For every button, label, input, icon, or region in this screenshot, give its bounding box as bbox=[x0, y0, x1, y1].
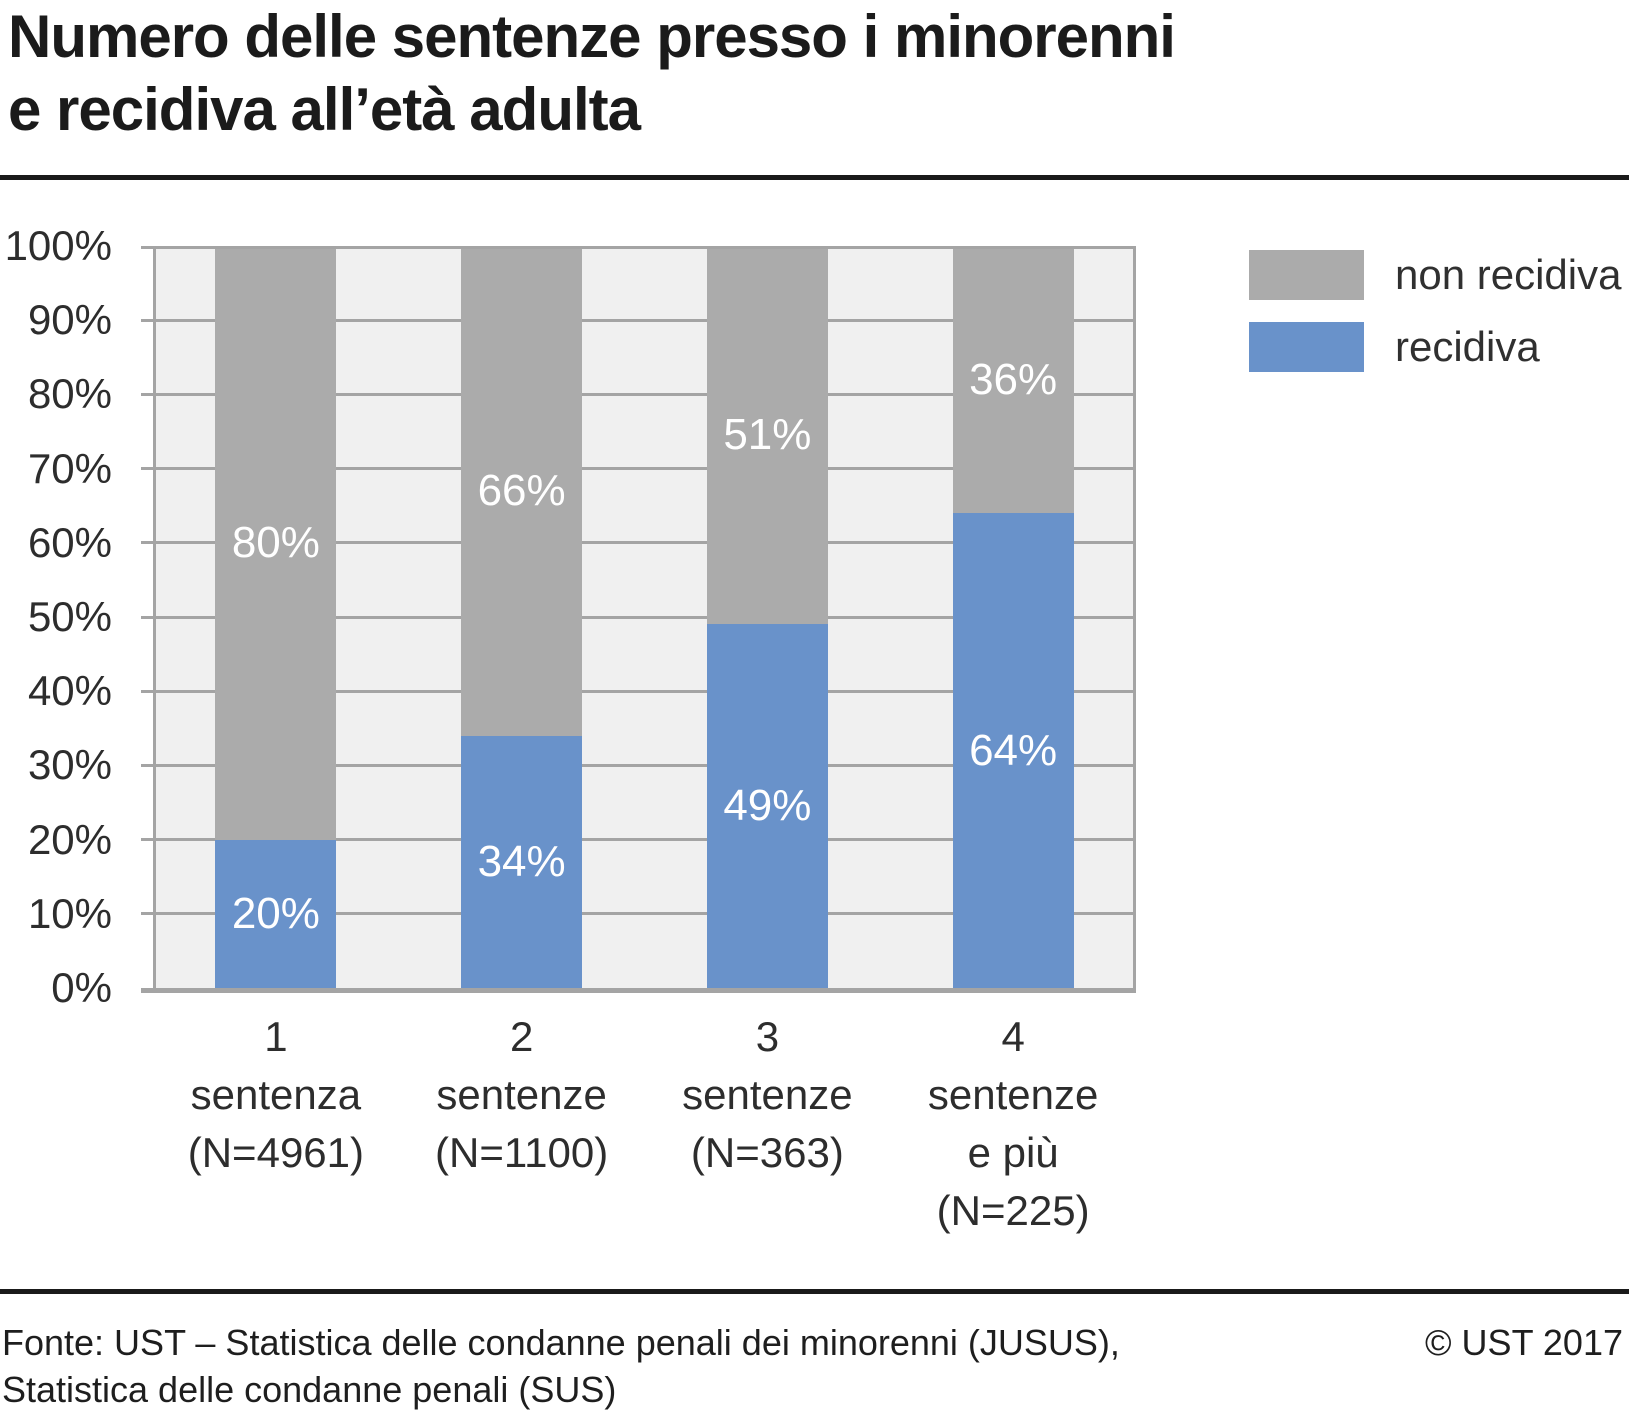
title-divider bbox=[0, 175, 1629, 180]
y-tick-label: 80% bbox=[27, 370, 112, 418]
y-tick-label: 40% bbox=[27, 667, 112, 715]
page-title: Numero delle sentenze presso i minorenni… bbox=[8, 3, 1176, 143]
legend-item-recidiva: recidiva bbox=[1249, 322, 1540, 372]
gridline-100 bbox=[153, 246, 1136, 249]
bar-value-label: 20% bbox=[231, 888, 320, 938]
y-axis-tick bbox=[141, 838, 153, 842]
bar-segment-recidiva: 64% bbox=[952, 513, 1074, 988]
bar-group-1: 80% 20% bbox=[215, 246, 337, 988]
gridline-70 bbox=[153, 467, 1136, 471]
y-axis-tick bbox=[141, 467, 153, 471]
x-category-label: 3 sentenze (N=363) bbox=[682, 1013, 853, 1176]
bar-segment-non-recidiva: 80% bbox=[215, 246, 337, 840]
y-tick-label: 60% bbox=[27, 518, 112, 566]
bar-group-3: 51% 49% bbox=[706, 246, 828, 988]
legend-label: non recidiva bbox=[1395, 251, 1622, 298]
bar-value-label: 51% bbox=[723, 410, 812, 460]
source-note: Fonte: UST – Statistica delle condanne p… bbox=[2, 1322, 1120, 1410]
y-tick-label: 100% bbox=[4, 222, 112, 269]
legend-swatch bbox=[1249, 322, 1364, 372]
gridline-80 bbox=[153, 392, 1136, 396]
y-tick-label: 50% bbox=[27, 593, 112, 640]
y-axis-tick bbox=[141, 689, 153, 693]
x-category-label: 1 sentenza (N=4961) bbox=[187, 1013, 364, 1176]
footer-divider bbox=[0, 1289, 1629, 1294]
bar-segment-non-recidiva: 36% bbox=[952, 246, 1074, 514]
legend-item-non-recidiva: non recidiva bbox=[1249, 250, 1621, 300]
bar-value-label: 34% bbox=[477, 836, 566, 886]
bar-segment-recidiva: 49% bbox=[706, 624, 828, 988]
y-tick-label: 30% bbox=[27, 741, 112, 789]
y-axis-tick bbox=[141, 763, 153, 767]
gridline-50 bbox=[153, 615, 1136, 619]
gridline-10 bbox=[153, 912, 1136, 916]
y-axis-tick bbox=[141, 318, 153, 322]
bar-group-2: 66% 34% bbox=[461, 246, 583, 988]
bar-value-label: 64% bbox=[969, 725, 1058, 775]
gridline-60 bbox=[153, 541, 1136, 545]
y-tick-label: 90% bbox=[27, 296, 112, 344]
gridline-20 bbox=[153, 838, 1136, 842]
bar-segment-recidiva: 34% bbox=[461, 735, 583, 988]
legend-label: recidiva bbox=[1395, 323, 1540, 370]
bar-value-label: 49% bbox=[723, 781, 812, 831]
gridline-90 bbox=[153, 318, 1136, 322]
y-tick-label: 20% bbox=[27, 815, 112, 863]
x-category-label: 4 sentenze e più (N=225) bbox=[927, 1013, 1099, 1234]
y-axis-tick bbox=[141, 541, 153, 545]
gridline-30 bbox=[153, 763, 1136, 767]
bar-value-label: 66% bbox=[477, 465, 566, 515]
y-axis-tick bbox=[141, 392, 153, 396]
bar-segment-non-recidiva: 51% bbox=[706, 246, 828, 625]
x-axis-line bbox=[141, 988, 1136, 993]
y-tick-label: 10% bbox=[27, 889, 112, 937]
copyright-note: © UST 2017 bbox=[1425, 1322, 1623, 1363]
y-tick-label: 0% bbox=[51, 964, 112, 1011]
gridline-40 bbox=[153, 689, 1136, 693]
bar-segment-recidiva: 20% bbox=[215, 839, 337, 988]
bar-value-label: 36% bbox=[969, 354, 1058, 404]
x-category-label: 2 sentenze (N=1100) bbox=[435, 1013, 609, 1176]
bar-value-label: 80% bbox=[231, 517, 320, 567]
y-axis-tick bbox=[141, 912, 153, 916]
y-axis-tick bbox=[141, 615, 153, 619]
bar-group-4: 36% 64% bbox=[952, 246, 1074, 988]
bar-segment-non-recidiva: 66% bbox=[461, 246, 583, 736]
y-axis-tick bbox=[141, 246, 153, 249]
legend-swatch bbox=[1249, 250, 1364, 300]
y-tick-label: 70% bbox=[27, 444, 112, 492]
